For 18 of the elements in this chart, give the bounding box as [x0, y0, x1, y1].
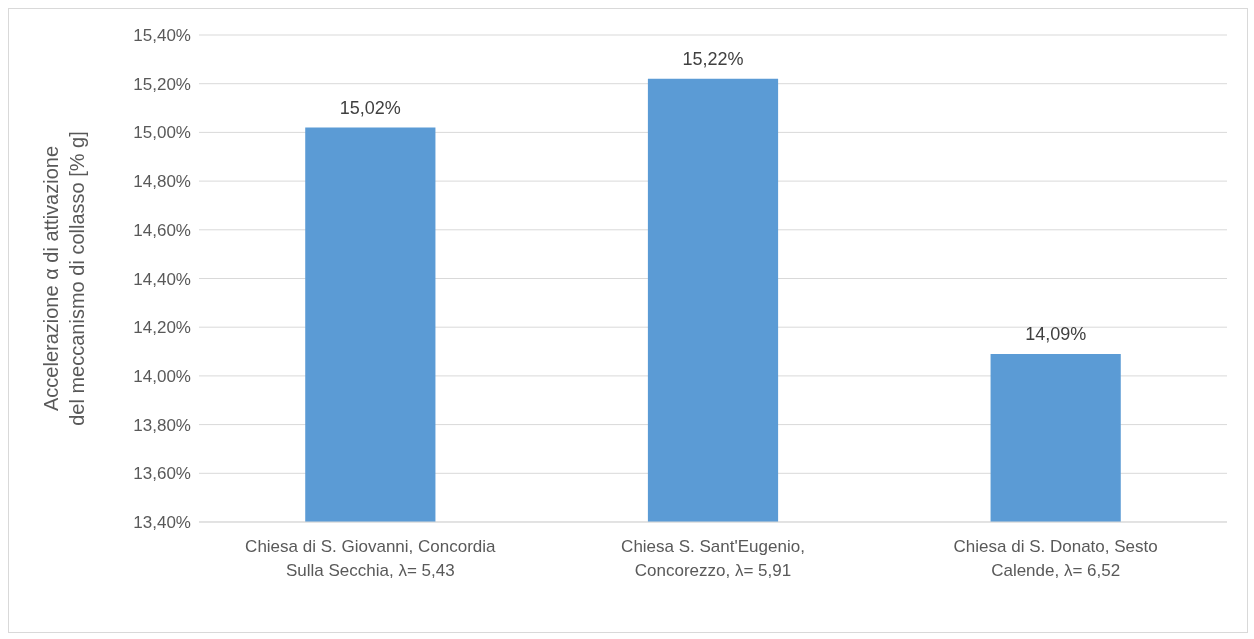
y-tick-label: 15,20% [133, 74, 191, 94]
y-tick-label: 15,00% [133, 123, 191, 143]
y-tick-label: 15,40% [133, 26, 191, 46]
x-tick-label: Chiesa S. Sant'Eugenio, Concorezzo, λ= 5,91 [621, 537, 805, 580]
y-tick-label: 14,00% [133, 366, 191, 386]
y-tick-label: 13,60% [133, 464, 191, 484]
y-tick-label: 14,20% [133, 318, 191, 338]
data-label: 15,22% [682, 48, 744, 69]
y-tick-label: 13,80% [133, 415, 191, 435]
data-label: 15,02% [339, 97, 401, 118]
x-tick-label: Chiesa di S. Donato, Sesto Calende, λ= 6,52 [953, 537, 1158, 580]
y-tick-label: 14,60% [133, 220, 191, 240]
y-tick-label: 14,80% [133, 172, 191, 192]
y-axis-title: Accelerazione α di attivazione del meccanismo di collasso [% g] [40, 131, 88, 426]
y-tick-label: 14,40% [133, 269, 191, 289]
data-label: 14,09% [1025, 323, 1087, 344]
x-tick-label: Chiesa di S. Giovanni, Concordia Sulla Secchia, λ= 5,43 [245, 537, 497, 580]
y-tick-label: 13,40% [133, 513, 191, 533]
